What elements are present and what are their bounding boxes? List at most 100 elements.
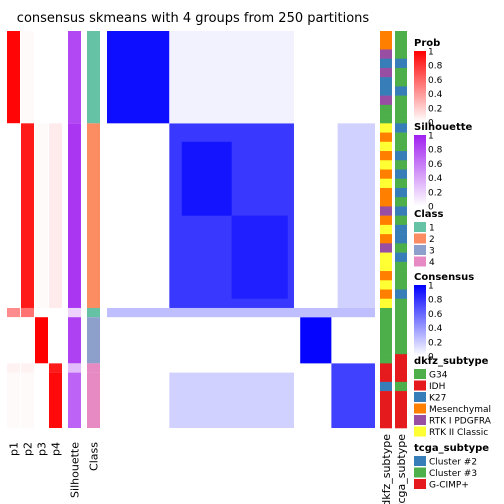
tcga-subtype-cell [395, 123, 407, 133]
silhouette-legend-tick: 1 [428, 132, 434, 142]
dkfz-subtype-cell [380, 141, 392, 152]
tcga-subtype-cell [395, 418, 407, 429]
prob-legend-title: Prob [414, 38, 440, 49]
consensus-block [169, 31, 294, 124]
silhouette-legend-tick: 0.2 [428, 188, 442, 198]
silhouette-legend-tick: 0.8 [428, 146, 443, 156]
dkfz-subtype-cell [380, 298, 392, 309]
prob-cell [7, 317, 20, 364]
consensus-block [107, 31, 170, 124]
dkfz-subtype-cell [380, 187, 392, 198]
class-cell [87, 123, 100, 308]
dkfz-subtype-cell [380, 271, 392, 281]
tcga-subtype-cell [395, 224, 407, 235]
dkfz-legend-label: G34 [429, 371, 448, 381]
dkfz-legend-swatch [414, 426, 426, 437]
consensus-legend-colorbar [414, 285, 426, 356]
silhouette-cell [68, 307, 81, 318]
prob-cell [35, 363, 48, 373]
tcga-subtype-cell [395, 400, 407, 410]
prob-legend-tick: 1 [428, 48, 434, 58]
dkfz-legend-label: IDH [429, 382, 445, 392]
class-cell [87, 31, 100, 124]
dkfz-subtype-cell [380, 363, 392, 373]
tcga-subtype-cell [395, 104, 407, 115]
silhouette-cell [68, 363, 81, 373]
consensus-legend-tick: 0 [428, 353, 434, 363]
tcga-subtype-cell [395, 252, 407, 263]
dkfz-subtype-cell [380, 77, 392, 87]
dkfz-legend-label: RTK I PDGFRA [429, 417, 492, 427]
class-legend-swatch [414, 222, 426, 232]
prob-cell [7, 363, 20, 373]
tcga-subtype-cell [395, 77, 407, 87]
class-legend-title: Class [414, 209, 443, 220]
dkfz-subtype-cell [380, 132, 392, 143]
tcga-subtype-cell [395, 178, 407, 189]
tcga-subtype-cell [395, 298, 407, 309]
dkfz-legend-swatch [414, 380, 426, 391]
tcga-subtype-cell [395, 344, 407, 355]
dkfz-subtype-cell [380, 326, 392, 336]
dkfz-subtype-cell [380, 391, 392, 401]
dkfz-legend-swatch [414, 392, 426, 402]
column-label: p4 [50, 442, 63, 456]
dkfz-subtype-cell [380, 344, 392, 355]
consensus-matrix [107, 31, 375, 428]
column-labels: p1 p2 p3 p4 Silhouette Class dkfz_subtype tcga_… [8, 434, 409, 504]
prob-cell [49, 317, 62, 364]
tcga-subtype-cell [395, 391, 407, 401]
prob-cell [35, 307, 48, 318]
tcga-subtype-cell [395, 289, 407, 300]
consensus-legend-tick: 0.2 [428, 338, 442, 348]
prob-legend-tick: 0.2 [428, 104, 442, 114]
dkfz-subtype-cell [380, 151, 392, 161]
prob-cell [49, 307, 62, 318]
prob-cell [35, 317, 48, 364]
class-legend-label: 4 [429, 258, 435, 268]
prob-cell [21, 372, 34, 428]
dkfz-subtype-cell [380, 160, 392, 170]
tcga-subtype-cell [395, 151, 407, 161]
class-cell [87, 363, 100, 373]
dkfz-subtype-cell [380, 243, 392, 253]
silhouette-legend-tick: 0 [428, 203, 434, 213]
prob-cell [21, 363, 34, 373]
tcga-subtype-cell [395, 95, 407, 106]
tcga-subtype-cell [395, 40, 407, 50]
consensus-block [300, 317, 332, 364]
dkfz-subtype-cell [380, 224, 392, 235]
dkfz-subtype-cell [380, 49, 392, 59]
tcga-subtype-cell [395, 132, 407, 143]
consensus-legend-tick: 0.8 [428, 296, 443, 306]
dkfz-subtype-cell [380, 289, 392, 300]
prob-legend-tick: 0.4 [428, 90, 443, 100]
prob-legend-tick: 0.8 [428, 62, 443, 72]
dkfz-subtype-cell [380, 31, 392, 41]
column-label: p3 [36, 442, 49, 456]
class-cell [87, 372, 100, 428]
dkfz-subtype-cell [380, 400, 392, 410]
tcga-subtype-cell [395, 243, 407, 253]
tcga-subtype-cell [395, 317, 407, 327]
chart-title: consensus skmeans with 4 groups from 250… [17, 11, 370, 26]
tcga-subtype-cell [395, 31, 407, 41]
tcga-subtype-cell [395, 197, 407, 207]
dkfz-subtype-cell [380, 58, 392, 69]
tcga-subtype-cell [395, 381, 407, 392]
tcga-subtype-cell [395, 409, 407, 420]
class-legend-swatch [414, 233, 426, 244]
dkfz-subtype-cell [380, 86, 392, 96]
dkfz-legend-label: Mesenchymal [429, 405, 491, 415]
dkfz-subtype-cell [380, 335, 392, 346]
dkfz-subtype-cell [380, 206, 392, 216]
column-label: p1 [8, 442, 21, 456]
column-label: p2 [22, 442, 35, 456]
class-legend-swatch [414, 256, 426, 267]
legends: Prob10.80.60.40.20Silhouette10.80.60.40.… [414, 38, 492, 491]
dkfz-subtype-cell [380, 372, 392, 383]
prob-cell [35, 123, 48, 308]
dkfz-legend-label: K27 [429, 394, 446, 404]
tcga-subtype-cell [395, 141, 407, 152]
